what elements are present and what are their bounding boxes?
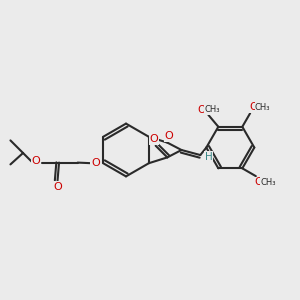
Text: CH₃: CH₃ [205, 105, 220, 114]
Text: CH₃: CH₃ [255, 103, 271, 112]
Text: H: H [205, 152, 213, 161]
Text: O: O [91, 158, 100, 168]
Text: CH₃: CH₃ [261, 178, 276, 187]
Text: O: O [255, 177, 263, 187]
Text: O: O [31, 156, 40, 166]
Text: O: O [164, 131, 173, 141]
Text: O: O [53, 182, 62, 192]
Text: O: O [198, 105, 206, 115]
Text: O: O [150, 134, 158, 144]
Text: O: O [249, 102, 257, 112]
